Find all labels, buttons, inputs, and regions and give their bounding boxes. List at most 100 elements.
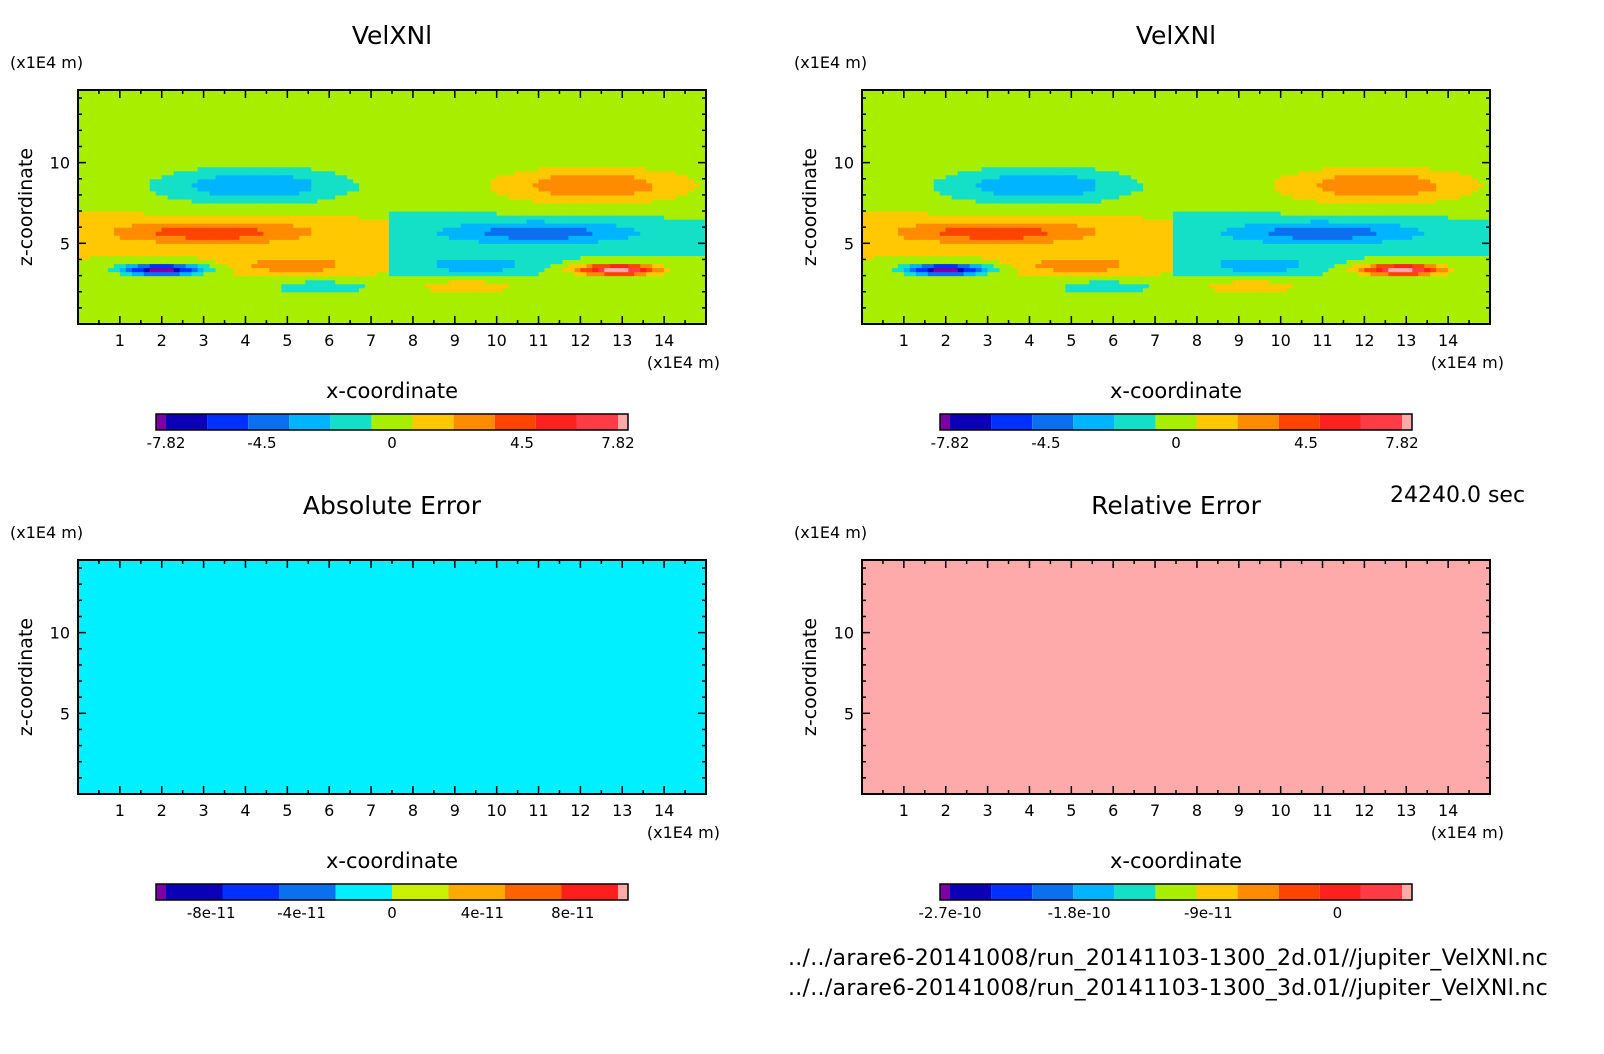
heatmap-cell [533, 118, 540, 123]
heatmap-cell [497, 94, 504, 99]
heatmap-cell [204, 146, 211, 151]
heatmap-cell [401, 138, 408, 143]
heatmap-cell [329, 183, 336, 188]
heatmap-cell [186, 171, 193, 176]
heatmap-cell [527, 175, 534, 180]
heatmap-cell [503, 94, 510, 99]
heatmap-cell [275, 235, 282, 240]
heatmap-cell [90, 110, 97, 115]
heatmap-cell [305, 235, 312, 240]
heatmap-cell [263, 259, 270, 264]
heatmap-cell [150, 276, 157, 281]
heatmap-cell [257, 296, 264, 301]
heatmap-cell [204, 207, 211, 212]
heatmap-cell [491, 300, 498, 305]
heatmap-cell [419, 255, 426, 260]
heatmap-cell [210, 171, 217, 176]
heatmap-cell [228, 223, 235, 228]
heatmap-cell [90, 126, 97, 131]
heatmap-cell [192, 179, 199, 184]
heatmap-cell [108, 122, 115, 127]
heatmap-cell [539, 195, 546, 200]
heatmap-cell [521, 195, 528, 200]
heatmap-cell [437, 247, 444, 252]
heatmap-cell [323, 179, 330, 184]
heatmap-cell [174, 187, 181, 192]
heatmap-cell [257, 195, 264, 200]
heatmap-cell [586, 312, 593, 317]
heatmap-cell [461, 292, 468, 297]
heatmap-cell [551, 219, 558, 224]
heatmap-cell [413, 316, 420, 321]
heatmap-cell [275, 292, 282, 297]
heatmap-cell [467, 118, 474, 123]
heatmap-cell [497, 191, 504, 196]
heatmap-cell [108, 146, 115, 151]
heatmap-cell [329, 94, 336, 99]
heatmap-cell [114, 300, 121, 305]
heatmap-cell [132, 263, 139, 268]
heatmap-cell [485, 163, 492, 168]
heatmap-cell [245, 110, 252, 115]
heatmap-cell [293, 106, 300, 111]
heatmap-cell [580, 175, 587, 180]
heatmap-cell [401, 122, 408, 127]
heatmap-cell [503, 102, 510, 107]
heatmap-cell [395, 171, 402, 176]
heatmap-cell [120, 207, 127, 212]
heatmap-cell [305, 215, 312, 220]
heatmap-cell [485, 280, 492, 285]
heatmap-cell [228, 122, 235, 127]
heatmap-cell [353, 191, 360, 196]
heatmap-cell [556, 255, 563, 260]
heatmap-cell [102, 227, 109, 232]
heatmap-cell [437, 284, 444, 289]
heatmap-cell [419, 102, 426, 107]
heatmap-cell [126, 134, 133, 139]
heatmap-cell [341, 288, 348, 293]
heatmap-cell [521, 134, 528, 139]
heatmap-cell [455, 316, 462, 321]
heatmap-cell [479, 223, 486, 228]
heatmap-cell [425, 159, 432, 164]
heatmap-cell [389, 118, 396, 123]
heatmap-cell [443, 284, 450, 289]
heatmap-cell [84, 276, 91, 281]
heatmap-cell [174, 171, 181, 176]
heatmap-cell [401, 207, 408, 212]
heatmap-cell [425, 199, 432, 204]
heatmap-cell [293, 102, 300, 107]
heatmap-cell [299, 276, 306, 281]
heatmap-cell [329, 292, 336, 297]
heatmap-cell [323, 175, 330, 180]
heatmap-cell [353, 304, 360, 309]
heatmap-cell [353, 239, 360, 244]
heatmap-cell [449, 247, 456, 252]
heatmap-cell [449, 159, 456, 164]
heatmap-cell [84, 227, 91, 232]
heatmap-cell [568, 308, 575, 313]
heatmap-cell [126, 235, 133, 240]
heatmap-cell [527, 284, 534, 289]
heatmap-cell [503, 142, 510, 147]
heatmap-cell [401, 183, 408, 188]
heatmap-cell [539, 259, 546, 264]
heatmap-cell [108, 98, 115, 103]
heatmap-cell [216, 138, 223, 143]
heatmap-cell [311, 195, 318, 200]
heatmap-cell [245, 296, 252, 301]
heatmap-cell [574, 308, 581, 313]
heatmap-cell [527, 183, 534, 188]
heatmap-cell [401, 255, 408, 260]
heatmap-cell [497, 199, 504, 204]
heatmap-cell [383, 231, 390, 236]
heatmap-cell [425, 219, 432, 224]
heatmap-cell [485, 243, 492, 248]
heatmap-cell [527, 118, 534, 123]
heatmap-cell [371, 175, 378, 180]
heatmap-cell [527, 114, 534, 119]
heatmap-cell [186, 227, 193, 232]
heatmap-cell [150, 114, 157, 119]
heatmap-cell [198, 219, 205, 224]
heatmap-cell [485, 316, 492, 321]
